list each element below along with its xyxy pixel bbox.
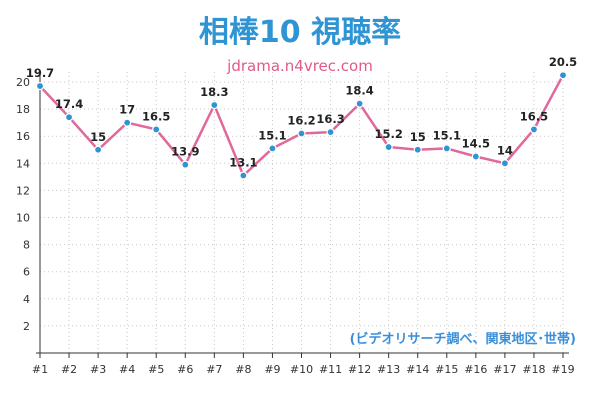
data-point (326, 128, 335, 137)
y-tick-label: 20 (16, 76, 30, 89)
data-point (123, 118, 132, 127)
x-tick-label: #7 (206, 363, 222, 376)
data-point (268, 144, 277, 153)
data-label: 15.1 (258, 128, 286, 142)
x-tick-label: #15 (435, 363, 458, 376)
gridlines (40, 72, 564, 353)
y-tick-label: 14 (16, 157, 30, 170)
x-tick-label: #18 (522, 363, 545, 376)
data-label: 15 (90, 130, 106, 144)
data-label: 15.2 (374, 127, 402, 141)
data-label: 19.7 (26, 66, 54, 80)
data-point (181, 160, 190, 169)
data-point (413, 145, 422, 154)
y-tick-label: 10 (16, 212, 30, 225)
x-tick-label: #10 (290, 363, 313, 376)
data-point (210, 100, 219, 110)
data-label: 16.3 (316, 112, 344, 126)
x-tick-label: #13 (377, 363, 400, 376)
y-tick-label: 2 (23, 320, 30, 333)
x-tick-label: #8 (235, 363, 251, 376)
y-tick-label: 16 (16, 130, 30, 143)
source-note: (ビデオリサーチ調べ、関東地区･世帯) (350, 331, 576, 347)
data-point (384, 142, 393, 152)
data-point (355, 99, 364, 108)
data-point (558, 71, 568, 80)
data-point (35, 81, 45, 91)
data-label: 14 (497, 143, 513, 157)
data-label: 18.3 (200, 85, 228, 99)
y-tick-label: 6 (23, 266, 30, 279)
data-point (297, 129, 306, 138)
y-tick-label: 8 (23, 239, 30, 252)
x-tick-label: #17 (493, 363, 516, 376)
data-point (500, 159, 509, 168)
x-tick-label: #2 (61, 363, 77, 376)
data-label: 17 (119, 103, 135, 117)
data-point (152, 125, 161, 134)
x-tick-label: #6 (177, 363, 193, 376)
data-label: 13.9 (171, 145, 199, 159)
data-point (94, 145, 103, 154)
y-tick-label: 4 (23, 293, 30, 306)
x-tick-labels: #1 #2 #3 #4 #5 #6 #7 #8 #9 #10 #11 #12 #13 #14 #15 #16 #… (32, 363, 575, 376)
data-point (471, 152, 480, 161)
data-label: 16.2 (287, 113, 315, 127)
data-label: 17.4 (55, 97, 83, 111)
data-label: 15 (410, 130, 426, 144)
y-tick-label: 12 (16, 184, 30, 197)
data-label: 18.4 (345, 84, 373, 98)
data-label: 14.5 (462, 137, 490, 151)
data-point (529, 125, 539, 134)
x-tick-label: #16 (464, 363, 487, 376)
data-point (442, 144, 451, 153)
data-label: 13.1 (229, 155, 257, 169)
chart-subtitle: jdrama.n4vrec.com (226, 57, 373, 75)
x-tick-label: #19 (551, 363, 574, 376)
data-label: 20.5 (549, 55, 577, 69)
y-tick-label: 18 (16, 103, 30, 116)
data-label: 16.5 (142, 109, 170, 123)
data-point (64, 113, 74, 122)
x-tick-label: #11 (319, 363, 342, 376)
data-points (35, 71, 568, 180)
x-tick-label: #4 (119, 363, 135, 376)
chart-title: 相棒10 視聴率 (199, 15, 401, 50)
data-point (239, 171, 248, 180)
y-tick-labels: 2 4 6 8 10 12 14 16 18 20 (16, 76, 30, 333)
x-tick-label: #9 (264, 363, 280, 376)
data-label: 15.1 (433, 128, 461, 142)
x-tick-label: #1 (32, 363, 48, 376)
x-tick-label: #3 (90, 363, 106, 376)
axes (36, 70, 569, 358)
x-tick-label: #14 (406, 363, 429, 376)
x-tick-label: #12 (348, 363, 371, 376)
data-label: 16.5 (520, 109, 548, 123)
x-tick-label: #5 (148, 363, 164, 376)
